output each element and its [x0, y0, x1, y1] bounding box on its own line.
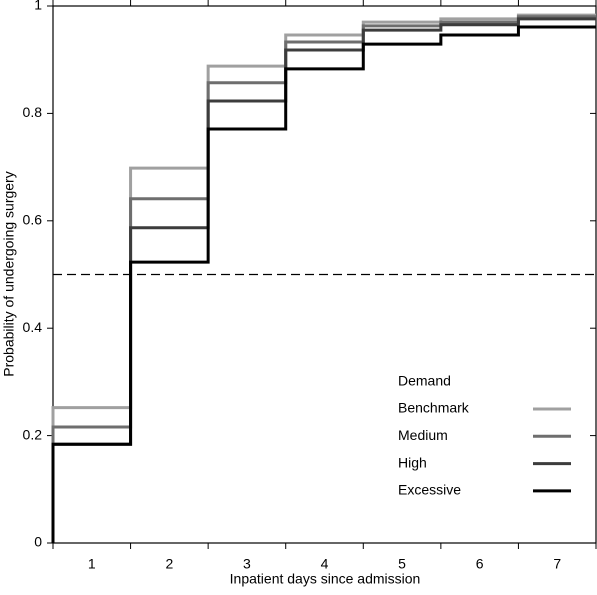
x-tick-label: 3 [243, 556, 251, 572]
legend-label: Benchmark [398, 400, 470, 416]
legend-label: Excessive [398, 482, 461, 498]
y-tick-label: 0.2 [23, 426, 43, 442]
legend-label: High [398, 454, 427, 470]
x-tick-label: 4 [321, 556, 329, 572]
y-tick-label: 0.4 [23, 319, 43, 335]
x-tick-label: 2 [165, 556, 173, 572]
x-tick-label: 1 [88, 556, 96, 572]
y-tick-label: 1 [34, 0, 42, 13]
legend-title: Demand [398, 373, 451, 389]
step-line [51, 13, 596, 543]
y-tick-label: 0.6 [23, 212, 43, 228]
x-tick-label: 7 [553, 556, 561, 572]
x-axis-title: Inpatient days since admission [230, 571, 421, 587]
legend-label: Medium [398, 427, 448, 443]
y-axis-title: Probability of undergoing surgery [1, 171, 17, 376]
step-line [51, 17, 596, 543]
x-tick-label: 5 [398, 556, 406, 572]
y-tick-label: 0.8 [23, 104, 43, 120]
x-tick-label: 6 [476, 556, 484, 572]
y-tick-label: 0 [34, 534, 42, 550]
step-line [51, 25, 596, 543]
step-line [51, 15, 596, 543]
